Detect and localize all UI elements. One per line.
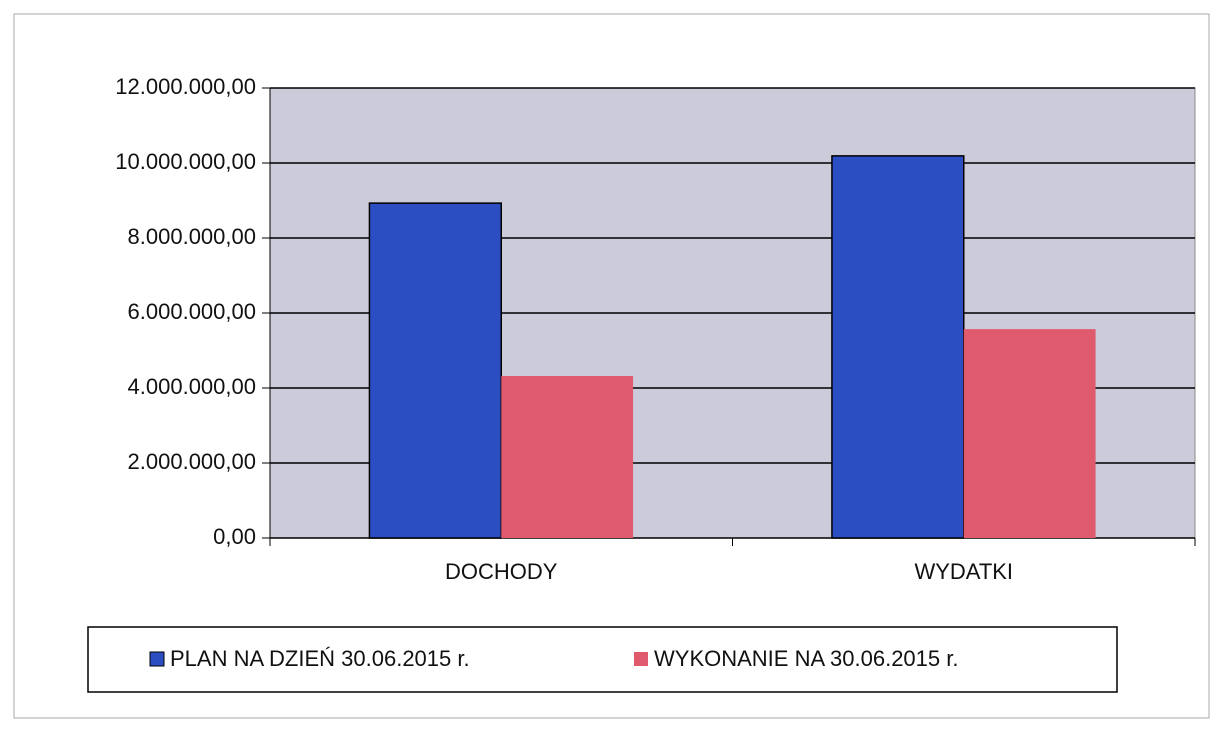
y-tick-label: 4.000.000,00 — [128, 374, 256, 399]
legend-label: WYKONANIE NA 30.06.2015 r. — [654, 646, 958, 671]
y-tick-label: 2.000.000,00 — [128, 449, 256, 474]
legend-swatch — [634, 652, 648, 666]
bar — [368, 202, 502, 539]
x-tick-label: WYDATKI — [914, 559, 1013, 584]
y-tick-label: 8.000.000,00 — [128, 224, 256, 249]
bar — [501, 376, 634, 538]
chart-frame — [13, 13, 1210, 719]
y-tick-label: 12.000.000,00 — [115, 74, 256, 99]
bar — [963, 329, 1096, 538]
legend-box — [87, 626, 1118, 693]
y-tick-label: 10.000.000,00 — [115, 149, 256, 174]
legend-label: PLAN NA DZIEŃ 30.06.2015 r. — [170, 646, 470, 671]
legend-swatch — [149, 651, 165, 667]
y-tick-label: 6.000.000,00 — [128, 299, 256, 324]
y-tick-label: 0,00 — [213, 524, 256, 549]
x-tick-label: DOCHODY — [445, 559, 558, 584]
bar — [831, 155, 965, 539]
